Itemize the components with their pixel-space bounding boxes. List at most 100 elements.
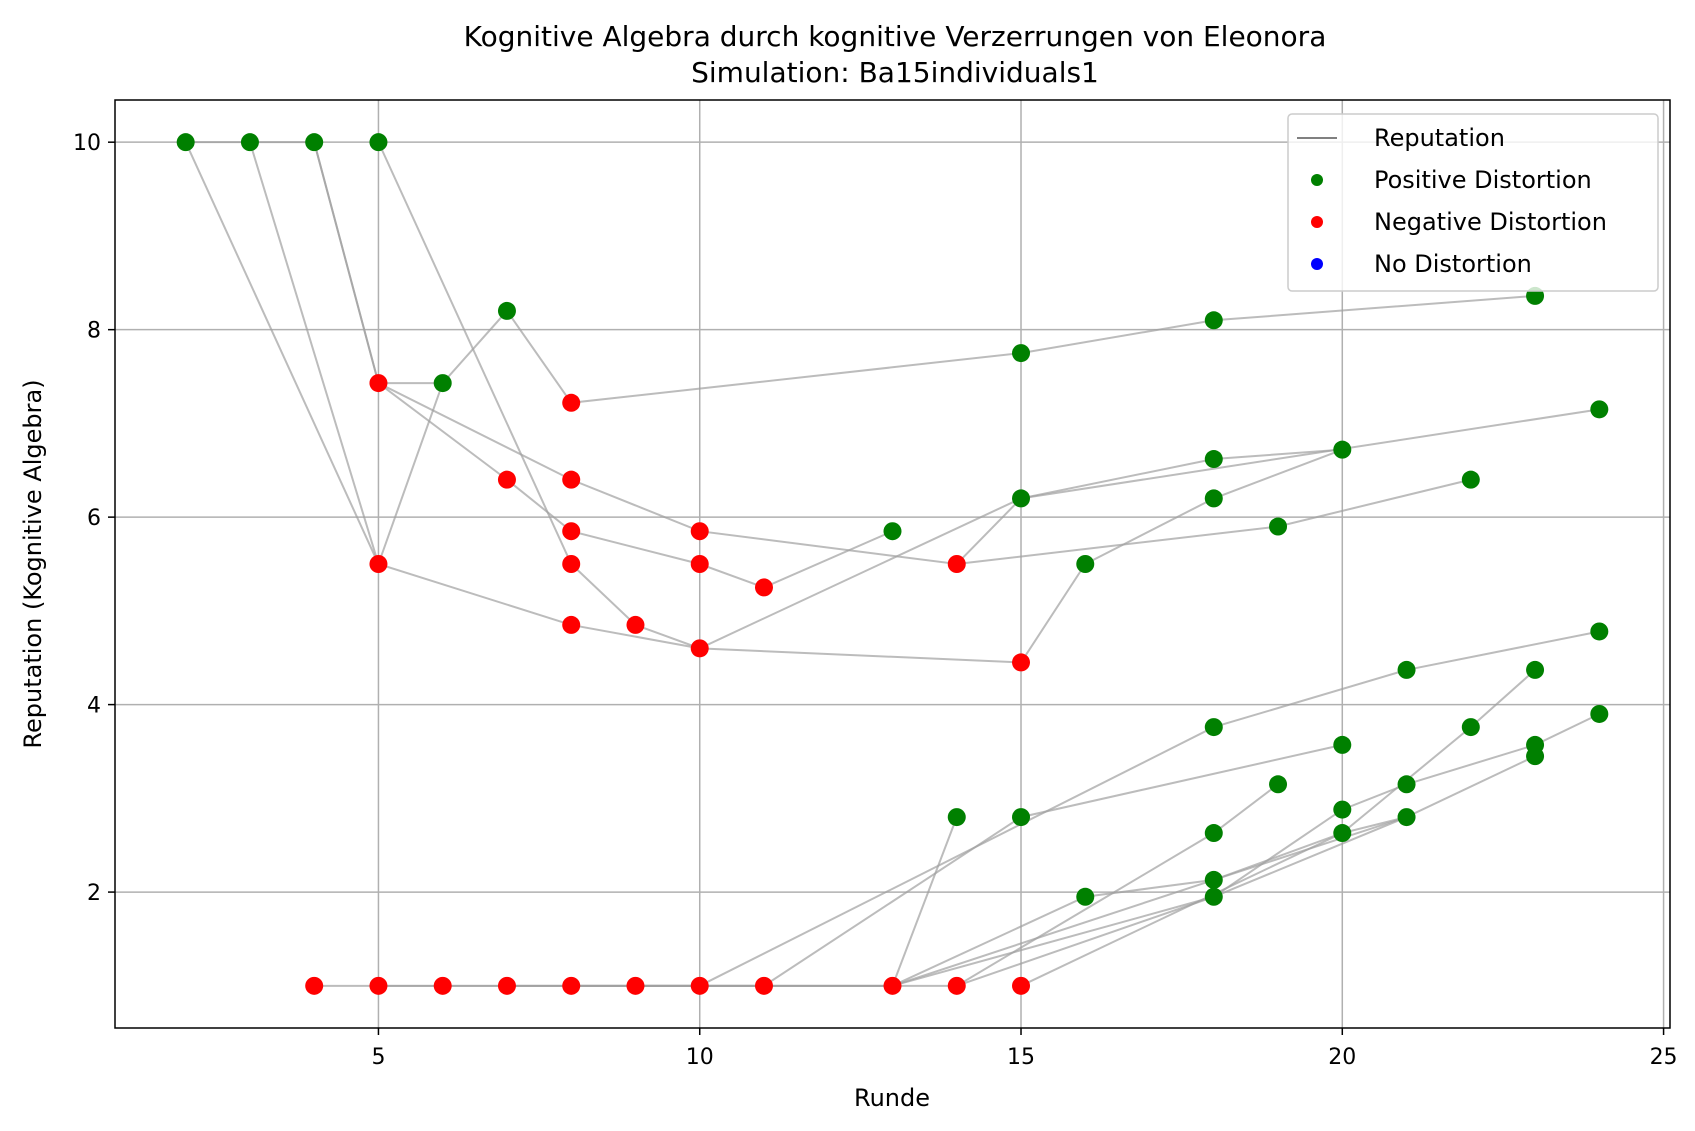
positive-distortion-point [1076,555,1095,573]
x-tick-label: 5 [371,1045,385,1070]
y-axis-label: Reputation (Kognitive Algebra) [19,379,47,748]
legend-label: No Distortion [1374,250,1532,278]
positive-distortion-point [1204,887,1223,906]
positive-distortion-point [1397,775,1416,794]
x-tick-label: 20 [1328,1045,1356,1070]
negative-distortion-point [690,639,709,658]
negative-distortion-point [305,976,324,995]
negative-distortion-point [947,976,966,995]
x-tick-label: 25 [1650,1045,1678,1070]
legend-marker-swatch [1311,174,1323,186]
negative-distortion-point [562,615,581,634]
legend-frame [1287,113,1659,292]
reputation-line [1020,408,1600,500]
negative-distortion-point [690,555,709,573]
positive-distortion-point [1461,718,1480,737]
y-tick-label: 10 [73,131,101,156]
y-tick-label: 2 [87,881,101,906]
negative-distortion-point [626,615,645,634]
y-tick-label: 6 [87,506,101,531]
negative-distortion-point [883,976,902,995]
negative-distortion-point [690,522,709,541]
positive-distortion-point [369,133,388,152]
positive-distortion-point [1397,660,1416,679]
positive-distortion-point [1076,887,1095,906]
x-axis-ticks: 5 10 15 20 25 [371,1028,1678,1070]
legend-label: Positive Distortion [1374,166,1592,194]
positive-distortion-point [1397,808,1416,827]
positive-distortion-point [1590,704,1609,723]
positive-distortion-point [240,133,259,152]
negative-distortion-point [562,470,581,489]
positive-distortion-point [1333,440,1352,459]
reputation-line [184,141,1343,664]
positive-distortion-point [1012,344,1031,363]
negative-distortion-point [497,976,516,995]
plot-frame [114,99,1671,1029]
x-tick-label: 15 [1007,1045,1035,1070]
reputation-line [314,755,1536,987]
positive-distortion-point [1204,718,1223,737]
positive-distortion-point [883,522,902,541]
negative-distortion-point [562,393,581,412]
positive-distortion-point [1526,660,1545,679]
negative-distortion-point [369,555,388,573]
positive-distortion-point [1269,775,1288,794]
negative-distortion-point [369,976,388,995]
negative-distortion-point [947,555,966,573]
chart-subtitle: Simulation: Ba15individuals1 [691,56,1099,89]
legend-label: Negative Distortion [1374,208,1607,236]
reputation-line [506,743,1343,987]
y-tick-label: 8 [87,319,101,344]
negative-distortion-point [562,976,581,995]
legend-label: Reputation [1374,124,1505,152]
negative-distortion-point [626,976,645,995]
positive-distortion-point [497,301,516,320]
reputation-line [378,630,1600,987]
positive-distortion-point [1526,747,1545,766]
positive-distortion-point [305,133,324,152]
negative-distortion-point [562,522,581,541]
positive-distortion-point [1204,824,1223,843]
negative-distortion-point [754,976,773,995]
y-axis-ticks: 2 4 6 8 10 [73,131,115,906]
distortion-points [176,133,1609,995]
negative-distortion-point [754,578,773,597]
positive-distortion-point [1461,470,1480,489]
positive-distortion-point [176,133,195,152]
positive-distortion-point [1590,622,1609,641]
positive-distortion-point [1333,800,1352,819]
positive-distortion-point [1204,450,1223,469]
legend: Reputation Positive Distortion Negative Di… [1287,113,1659,292]
reputation-line [571,816,958,987]
y-tick-label: 4 [87,694,101,719]
reputation-line [377,382,893,589]
positive-distortion-point [1590,400,1609,419]
positive-distortion-point [1012,489,1031,508]
positive-distortion-point [1333,735,1352,754]
chart-title: Kognitive Algebra durch kognitive Verzer… [464,20,1327,53]
positive-distortion-point [1204,870,1223,889]
positive-distortion-point [1269,517,1288,536]
positive-distortion-point [1204,311,1223,330]
reputation-line [956,816,1407,987]
x-axis-label: Runde [854,1084,930,1112]
negative-distortion-point [1012,653,1031,672]
negative-distortion-point [369,374,388,393]
reputation-line [313,141,1343,566]
negative-distortion-point [1012,976,1031,995]
x-tick-label: 10 [686,1045,714,1070]
reputation-line [635,783,1279,987]
positive-distortion-point [1333,824,1352,843]
reputation-line [892,713,1600,987]
legend-marker-swatch [1311,216,1323,228]
negative-distortion-point [562,555,581,573]
positive-distortion-point [433,374,452,393]
negative-distortion-point [690,976,709,995]
reputation-line [248,141,444,568]
legend-marker-swatch [1311,258,1323,270]
negative-distortion-point [497,470,516,489]
positive-distortion-point [1012,808,1031,827]
positive-distortion-point [947,808,966,827]
